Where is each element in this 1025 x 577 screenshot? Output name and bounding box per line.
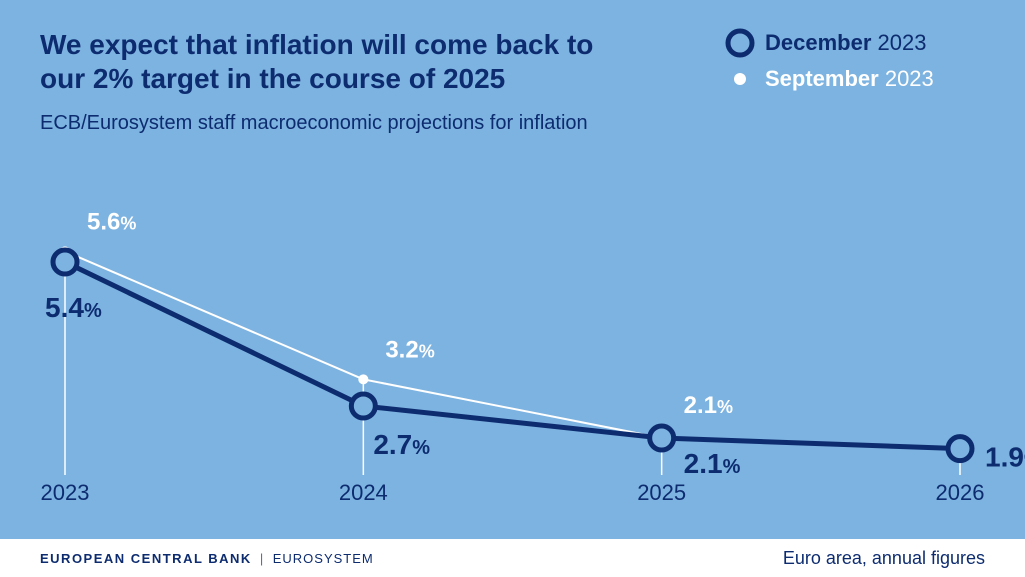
main-panel: We expect that inflation will come back … — [0, 0, 1025, 539]
value-september-2024: 3.2% — [385, 336, 434, 363]
value-december-2025: 2.1% — [684, 448, 741, 479]
footer-right: Euro area, annual figures — [783, 548, 985, 569]
footer-separator: | — [260, 551, 265, 566]
marker-december-2026 — [948, 437, 972, 461]
footer: EUROPEAN CENTRAL BANK | EUROSYSTEM Euro … — [0, 539, 1025, 577]
value-september-2025: 2.1% — [684, 392, 733, 419]
marker-december-2024 — [351, 394, 375, 418]
year-label-2025: 2025 — [637, 480, 686, 505]
marker-december-2025 — [650, 426, 674, 450]
value-september-2023: 5.6% — [87, 208, 136, 235]
marker-september-2024 — [358, 374, 368, 384]
year-label-2023: 2023 — [41, 480, 90, 505]
footer-ecb: EUROPEAN CENTRAL BANK — [40, 551, 252, 566]
marker-december-2023 — [53, 250, 77, 274]
value-december-2023: 5.4% — [45, 292, 102, 323]
value-december-2024: 2.7% — [373, 429, 430, 460]
line-december — [65, 262, 960, 449]
value-december-2026: 1.9% — [985, 442, 1025, 473]
inflation-chart: 2023 2024 2025 2026 5.6% 3.2% 2.1% 5.4% 2.7% 2.1%… — [0, 0, 1025, 539]
footer-eurosystem: EUROSYSTEM — [273, 551, 374, 566]
page: We expect that inflation will come back … — [0, 0, 1025, 577]
year-label-2026: 2026 — [936, 480, 985, 505]
footer-left: EUROPEAN CENTRAL BANK | EUROSYSTEM — [40, 551, 374, 566]
year-label-2024: 2024 — [339, 480, 388, 505]
